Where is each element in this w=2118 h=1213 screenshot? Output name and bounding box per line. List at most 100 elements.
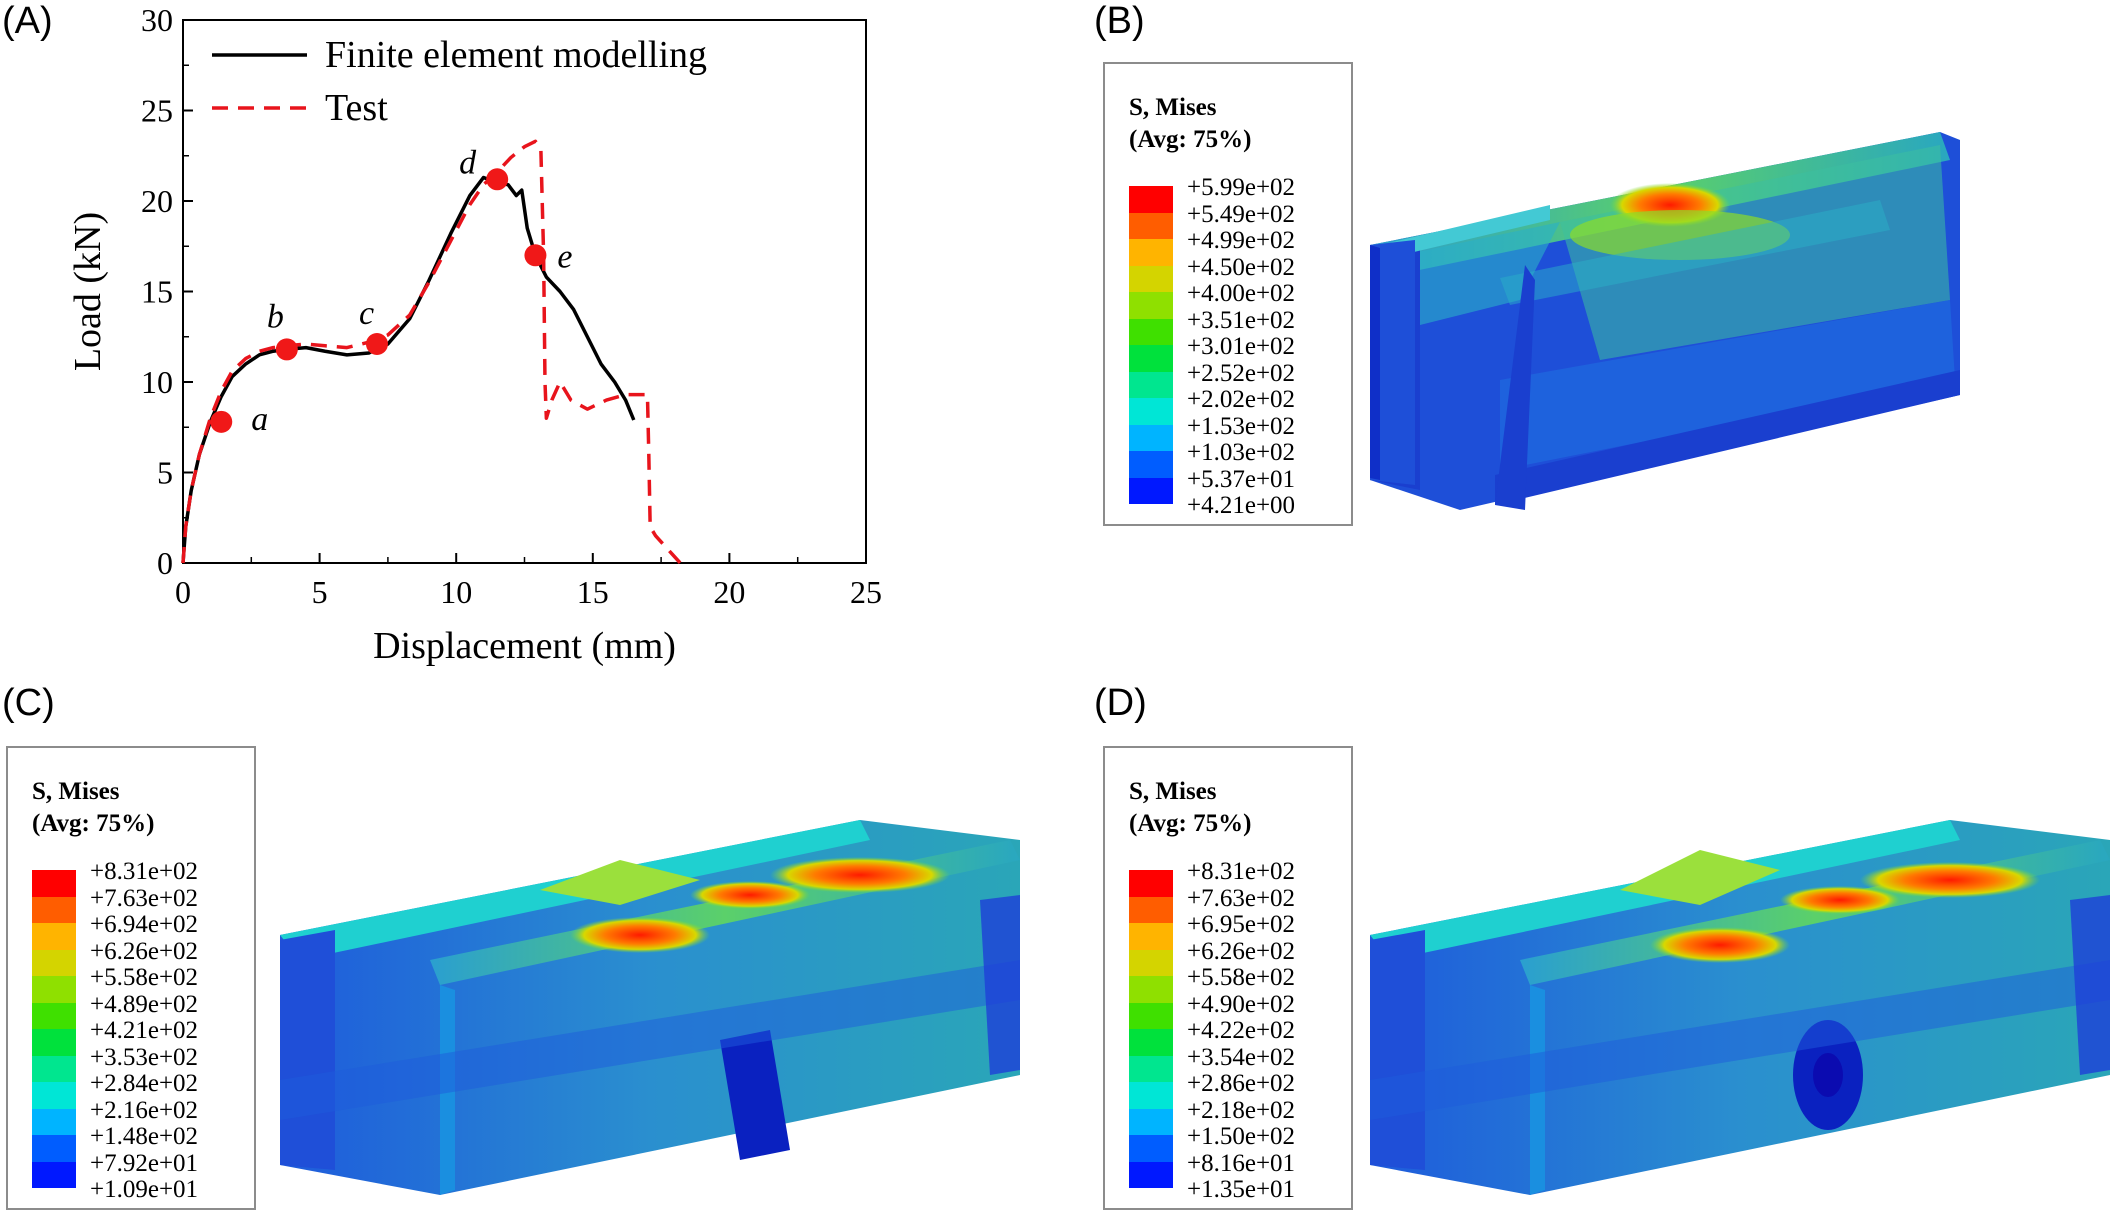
legend-color-swatch xyxy=(1129,292,1173,319)
legend-value: +4.22e+02 xyxy=(1187,1017,1296,1044)
legend-d: S, Mises (Avg: 75%) +8.31e+02 +7.63e+02 +6… xyxy=(1103,746,1353,1210)
legend-value: +5.37e+01 xyxy=(1187,465,1296,493)
legend-value: +4.50e+02 xyxy=(1187,253,1296,281)
data-point-a xyxy=(210,410,233,433)
y-tick-label: 25 xyxy=(141,93,173,129)
legend-b-title: S, Mises xyxy=(1129,94,1217,121)
legend-color-swatch xyxy=(32,923,76,950)
legend-entry: Test xyxy=(325,87,388,129)
legend-c: S, Mises (Avg: 75%) +8.31e+02 +7.63e+02 +6… xyxy=(6,746,256,1210)
legend-color-swatch xyxy=(32,1082,76,1109)
legend-value: +7.92e+01 xyxy=(90,1149,199,1177)
legend-value: +5.58e+02 xyxy=(90,964,199,991)
panel-label-a: (A) xyxy=(2,0,53,42)
legend-value: +3.54e+02 xyxy=(1187,1043,1296,1071)
legend-color-swatch xyxy=(32,1002,76,1029)
legend-value: +4.21e+02 xyxy=(90,1017,199,1044)
legend-value: +7.63e+02 xyxy=(1187,884,1296,912)
legend-color-swatch xyxy=(1129,923,1173,950)
legend-color-swatch xyxy=(1129,1055,1173,1082)
model-d xyxy=(1370,820,2110,1195)
panel-label-d: (D) xyxy=(1094,682,1147,724)
point-label-c: c xyxy=(359,295,374,332)
legend-color-swatch xyxy=(1129,345,1173,372)
legend-color-swatch xyxy=(1129,265,1173,292)
legend-color-swatch xyxy=(32,896,76,923)
legend-color-swatch xyxy=(1129,212,1173,239)
legend-value: +2.52e+02 xyxy=(1187,359,1296,387)
legend-value: +3.53e+02 xyxy=(90,1043,199,1071)
legend-value: +3.51e+02 xyxy=(1187,306,1296,334)
legend-value: +8.31e+02 xyxy=(90,858,199,885)
point-label-b: b xyxy=(267,298,284,335)
legend-value: +6.26e+02 xyxy=(1187,937,1296,965)
legend-entry: Finite element modelling xyxy=(325,34,707,76)
legend-color-swatch xyxy=(1129,477,1173,504)
legend-color-swatch xyxy=(1129,870,1173,897)
legend-color-swatch xyxy=(32,1161,76,1188)
point-label-d: d xyxy=(459,144,477,181)
legend-value: +8.16e+01 xyxy=(1187,1149,1296,1177)
legend-color-swatch xyxy=(32,1055,76,1082)
model-c xyxy=(280,820,1020,1195)
point-label-e: e xyxy=(557,238,572,275)
x-tick-label: 20 xyxy=(713,574,745,610)
legend-color-swatch xyxy=(32,1029,76,1056)
legend-d-title: S, Mises xyxy=(1129,778,1217,805)
point-label-a: a xyxy=(251,401,268,438)
legend-color-swatch xyxy=(1129,1082,1173,1109)
x-axis-label: Displacement (mm) xyxy=(373,625,676,667)
data-point-e xyxy=(524,244,547,267)
legend-value: +1.48e+02 xyxy=(90,1123,199,1150)
legend-color-swatch xyxy=(1129,976,1173,1003)
x-tick-label: 5 xyxy=(312,574,328,610)
legend-color-swatch xyxy=(32,1135,76,1162)
legend-value: +2.84e+02 xyxy=(90,1070,199,1097)
legend-value: +4.21e+00 xyxy=(1187,492,1296,519)
panel-label-c: (C) xyxy=(2,682,55,724)
y-tick-label: 20 xyxy=(141,183,173,219)
legend-value: +8.31e+02 xyxy=(1187,858,1296,885)
legend-value: +4.99e+02 xyxy=(1187,227,1296,254)
legend-color-swatch xyxy=(1129,1135,1173,1162)
y-tick-label: 30 xyxy=(141,2,173,38)
legend-value: +2.18e+02 xyxy=(1187,1096,1296,1124)
legend-b-subtitle: (Avg: 75%) xyxy=(1129,126,1252,153)
legend-color-swatch xyxy=(32,870,76,897)
legend-color-swatch xyxy=(1129,239,1173,266)
legend-c-subtitle: (Avg: 75%) xyxy=(32,810,155,837)
legend-value: +6.26e+02 xyxy=(90,937,199,965)
legend-value: +1.35e+01 xyxy=(1187,1176,1296,1203)
model-b-left-channel xyxy=(1370,240,1415,485)
legend-value: +1.09e+01 xyxy=(90,1176,199,1203)
legend-color-swatch xyxy=(1129,1029,1173,1056)
legend-value: +5.58e+02 xyxy=(1187,964,1296,991)
panel-label-b: (B) xyxy=(1094,0,1145,42)
y-tick-label: 15 xyxy=(141,274,173,310)
x-tick-label: 0 xyxy=(175,574,191,610)
x-tick-label: 25 xyxy=(850,574,882,610)
legend-color-swatch xyxy=(1129,186,1173,213)
legend-value: +1.53e+02 xyxy=(1187,412,1296,440)
y-tick-label: 0 xyxy=(157,545,173,581)
legend-value: +2.16e+02 xyxy=(90,1096,199,1124)
data-point-c xyxy=(365,332,388,355)
legend-value: +7.63e+02 xyxy=(90,884,199,912)
legend-value: +5.49e+02 xyxy=(1187,200,1296,228)
legend-value: +4.89e+02 xyxy=(90,990,199,1018)
legend-color-swatch xyxy=(32,1108,76,1135)
legend-color-swatch xyxy=(1129,424,1173,451)
legend-b: S, Mises (Avg: 75%) +5.99e+02 +5.49e+02 +4… xyxy=(1103,62,1353,526)
legend-color-swatch xyxy=(1129,896,1173,923)
legend-color-swatch xyxy=(1129,1161,1173,1188)
legend-color-swatch xyxy=(1129,318,1173,345)
data-point-d xyxy=(486,168,509,191)
series-line-finite-element-modelling xyxy=(181,175,636,564)
legend-value: +3.01e+02 xyxy=(1187,333,1296,360)
legend-value: +6.94e+02 xyxy=(90,911,199,938)
legend-color-swatch xyxy=(1129,1108,1173,1135)
x-tick-label: 10 xyxy=(440,574,472,610)
legend-color-swatch xyxy=(1129,1002,1173,1029)
